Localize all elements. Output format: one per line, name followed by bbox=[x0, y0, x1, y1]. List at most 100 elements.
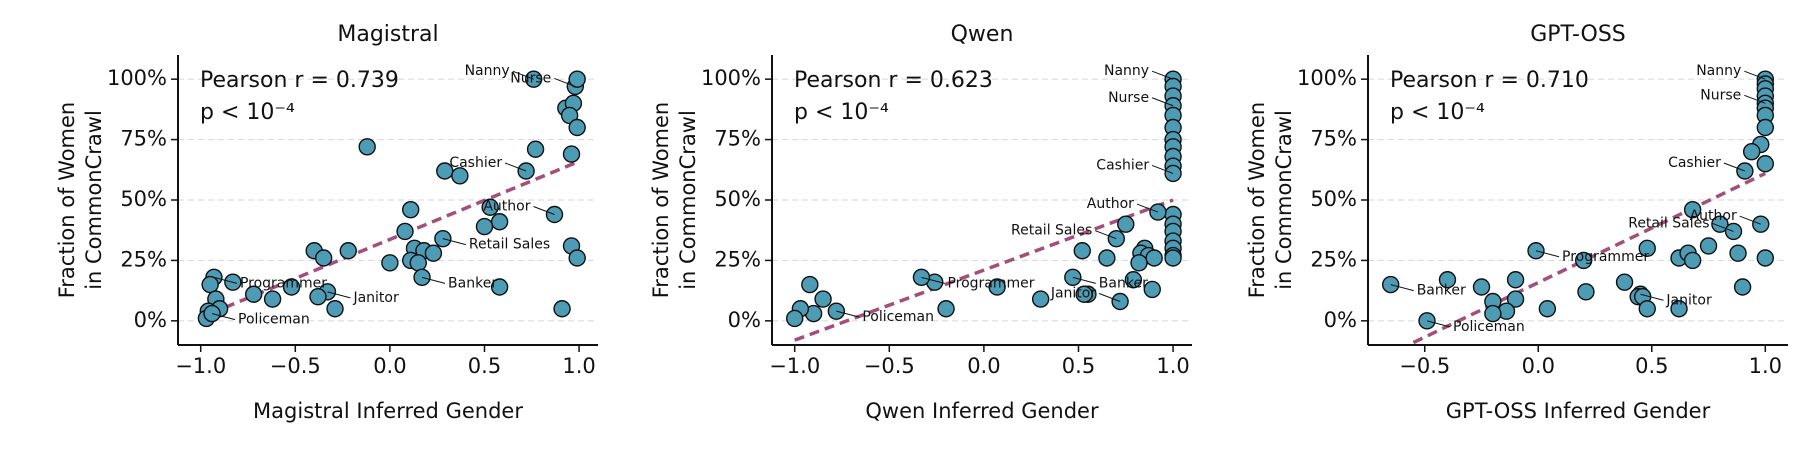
label-leader bbox=[554, 77, 576, 87]
label-leader bbox=[1723, 162, 1746, 172]
point bbox=[814, 290, 832, 308]
point-label: Author bbox=[483, 199, 530, 215]
x-axis-label: GPT-OSS Inferred Gender bbox=[1446, 399, 1711, 423]
x-tick-label: −1.0 bbox=[175, 354, 226, 378]
point bbox=[1073, 242, 1091, 260]
point bbox=[490, 213, 509, 231]
label-leader bbox=[1390, 284, 1414, 292]
point bbox=[1075, 285, 1093, 303]
point-label: Janitor bbox=[1050, 286, 1097, 302]
y-tick-label: 0% bbox=[728, 308, 761, 332]
point bbox=[263, 290, 282, 308]
y-tick-label: 25% bbox=[714, 247, 761, 271]
point bbox=[1733, 278, 1752, 296]
point bbox=[1638, 239, 1656, 258]
point bbox=[1742, 142, 1761, 161]
point-label: Nanny bbox=[1104, 63, 1149, 79]
y-axis-label: in CommonCrawl bbox=[82, 110, 106, 290]
point bbox=[381, 254, 399, 272]
point bbox=[1117, 215, 1135, 233]
x-tick-label: 0.0 bbox=[373, 354, 406, 378]
label-leader bbox=[1739, 215, 1761, 225]
label-leader bbox=[327, 291, 351, 299]
point bbox=[1683, 251, 1702, 270]
point-label: Janitor bbox=[1665, 292, 1712, 308]
x-tick-label: 1.0 bbox=[562, 354, 595, 378]
label-leader bbox=[442, 238, 466, 246]
point bbox=[1638, 300, 1656, 318]
point bbox=[481, 198, 499, 216]
point bbox=[409, 254, 427, 272]
label-leader bbox=[1640, 293, 1664, 301]
x-tick-label: 0.5 bbox=[468, 354, 501, 378]
fit-line bbox=[209, 159, 580, 316]
point bbox=[490, 278, 509, 296]
y-tick-label: 25% bbox=[120, 247, 167, 271]
point bbox=[339, 242, 357, 260]
x-tick-label: 1.0 bbox=[1749, 354, 1782, 378]
point-label: Programmer bbox=[1562, 249, 1649, 265]
label-leader bbox=[921, 276, 945, 284]
point-label: Retail Sales bbox=[469, 237, 550, 253]
point bbox=[562, 145, 581, 163]
label-leader bbox=[836, 310, 860, 318]
stat-annotation: p < 10⁻⁴ bbox=[1390, 100, 1485, 125]
point-label: Cashier bbox=[1668, 155, 1721, 171]
point bbox=[424, 244, 443, 262]
point-label: Programmer bbox=[240, 275, 327, 291]
point bbox=[1756, 155, 1774, 173]
point bbox=[1756, 249, 1774, 267]
y-tick-label: 50% bbox=[120, 187, 167, 211]
stat-annotation: Pearson r = 0.710 bbox=[1390, 68, 1589, 93]
x-tick-label: 0.5 bbox=[1635, 354, 1668, 378]
point bbox=[988, 278, 1006, 296]
stat-annotation: p < 10⁻⁴ bbox=[200, 100, 295, 125]
label-leader bbox=[504, 162, 527, 172]
point bbox=[568, 118, 586, 137]
point bbox=[475, 217, 494, 236]
point bbox=[801, 275, 819, 294]
point bbox=[1729, 244, 1747, 262]
point bbox=[1164, 249, 1182, 267]
label-leader bbox=[1136, 203, 1159, 213]
point-label: Nurse bbox=[510, 70, 551, 86]
point bbox=[1124, 271, 1143, 289]
point-label: Author bbox=[1087, 196, 1134, 212]
x-tick-label: −1.0 bbox=[769, 354, 820, 378]
point bbox=[786, 309, 804, 328]
y-tick-label: 75% bbox=[120, 127, 167, 151]
point-label: Programmer bbox=[947, 275, 1034, 291]
point bbox=[358, 138, 376, 156]
point bbox=[1143, 280, 1161, 299]
point bbox=[1699, 237, 1718, 255]
y-tick-label: 25% bbox=[1310, 247, 1357, 271]
label-leader bbox=[533, 206, 555, 215]
point bbox=[402, 200, 420, 219]
y-axis-label: in CommonCrawl bbox=[1272, 110, 1296, 290]
point bbox=[396, 222, 414, 241]
y-axis-label: in CommonCrawl bbox=[676, 110, 700, 290]
label-leader bbox=[1072, 276, 1096, 284]
point bbox=[1506, 290, 1525, 308]
label-leader bbox=[1744, 70, 1766, 80]
label-leader bbox=[213, 276, 238, 284]
point-label: Retail Sales bbox=[1628, 215, 1709, 231]
label-leader bbox=[211, 313, 236, 321]
point bbox=[1031, 290, 1050, 308]
point bbox=[1670, 300, 1688, 318]
point bbox=[1472, 278, 1491, 296]
point bbox=[1145, 249, 1163, 267]
y-tick-label: 100% bbox=[701, 66, 761, 90]
point bbox=[309, 287, 327, 306]
point bbox=[1484, 304, 1502, 323]
point bbox=[201, 275, 219, 294]
x-tick-label: 0.0 bbox=[1522, 354, 1555, 378]
point-label: Banker bbox=[448, 275, 497, 291]
label-leader bbox=[1095, 230, 1117, 240]
point bbox=[1756, 118, 1774, 137]
x-tick-label: −0.5 bbox=[270, 354, 321, 378]
point bbox=[1438, 271, 1457, 289]
point bbox=[1538, 300, 1557, 318]
point bbox=[1506, 271, 1525, 289]
label-leader bbox=[512, 70, 534, 80]
